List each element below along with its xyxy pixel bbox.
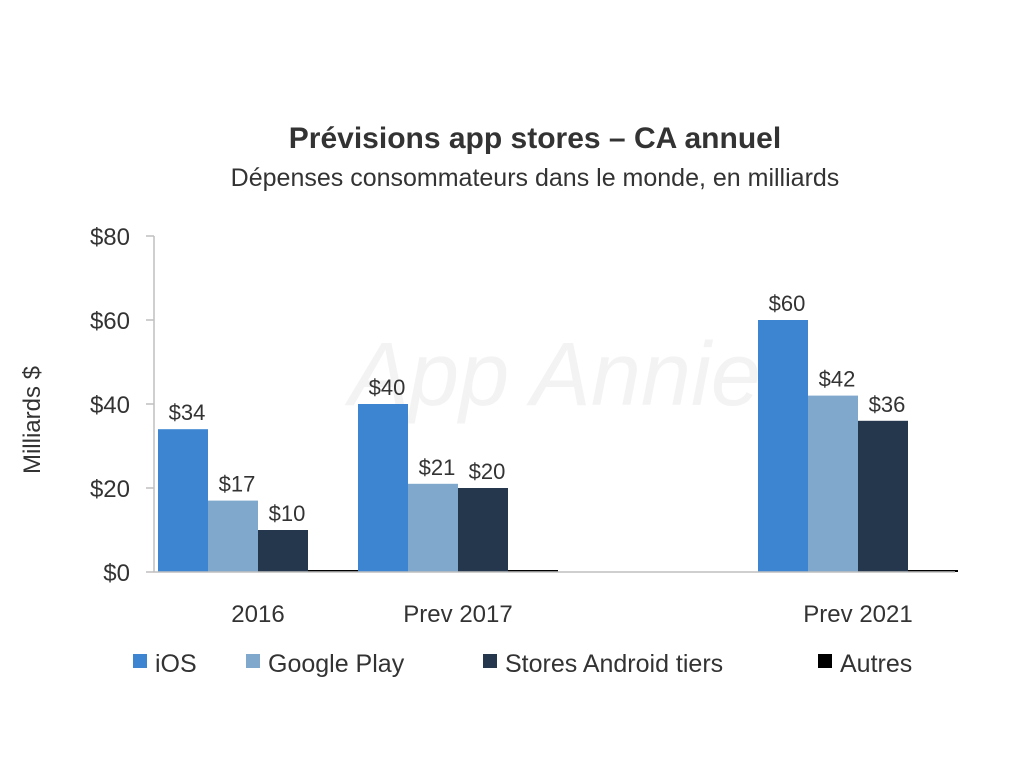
bar-stores-android-tiers xyxy=(858,420,908,572)
bar-google-play xyxy=(808,395,858,572)
bar-ios xyxy=(758,320,808,572)
legend-label: Google Play xyxy=(268,650,405,678)
data-label: $36 xyxy=(869,392,906,417)
legend: iOS Google Play Stores Android tiers Autres xyxy=(133,650,912,678)
y-tick-label: $0 xyxy=(103,560,130,587)
bar-autres xyxy=(308,570,358,572)
bar-stores-android-tiers xyxy=(258,530,308,572)
y-tick-label: $60 xyxy=(90,308,130,335)
legend-label: Stores Android tiers xyxy=(505,650,723,678)
bar-ios xyxy=(158,429,208,572)
bar-stores-android-tiers xyxy=(458,488,508,572)
bar-google-play xyxy=(208,500,258,572)
data-label: $60 xyxy=(769,291,806,316)
data-label: $40 xyxy=(369,375,406,400)
x-tick-label: Prev 2021 xyxy=(803,601,912,628)
chart-subtitle: Dépenses consommateurs dans le monde, en… xyxy=(231,164,840,192)
y-tick-label: $80 xyxy=(90,224,130,251)
bar-google-play xyxy=(408,483,458,572)
data-label: $10 xyxy=(269,501,306,526)
data-label: $34 xyxy=(169,400,206,425)
bar-autres xyxy=(508,570,558,572)
chart-watermark: App Annie xyxy=(344,325,761,425)
legend-swatch xyxy=(133,654,147,668)
x-tick-label: Prev 2017 xyxy=(403,601,512,628)
data-label: $42 xyxy=(819,367,856,392)
bar-autres xyxy=(908,570,958,572)
legend-swatch xyxy=(483,654,497,668)
legend-swatch xyxy=(818,654,832,668)
y-tick-label: $40 xyxy=(90,392,130,419)
data-label: $17 xyxy=(219,472,256,497)
legend-label: Autres xyxy=(840,650,912,678)
legend-label: iOS xyxy=(155,650,197,678)
y-tick-label: $20 xyxy=(90,476,130,503)
legend-swatch xyxy=(246,654,260,668)
data-label: $21 xyxy=(419,455,456,480)
chart-title: Prévisions app stores – CA annuel xyxy=(289,122,781,155)
y-axis-title: Milliards $ xyxy=(19,366,46,474)
bar-ios xyxy=(358,404,408,572)
x-tick-label: 2016 xyxy=(231,601,284,628)
data-label: $20 xyxy=(469,459,506,484)
plot-area: $0 $20 $40 $60 $80 $34 $17 $10 2016 $40 $21 $20 Prev… xyxy=(90,224,958,628)
